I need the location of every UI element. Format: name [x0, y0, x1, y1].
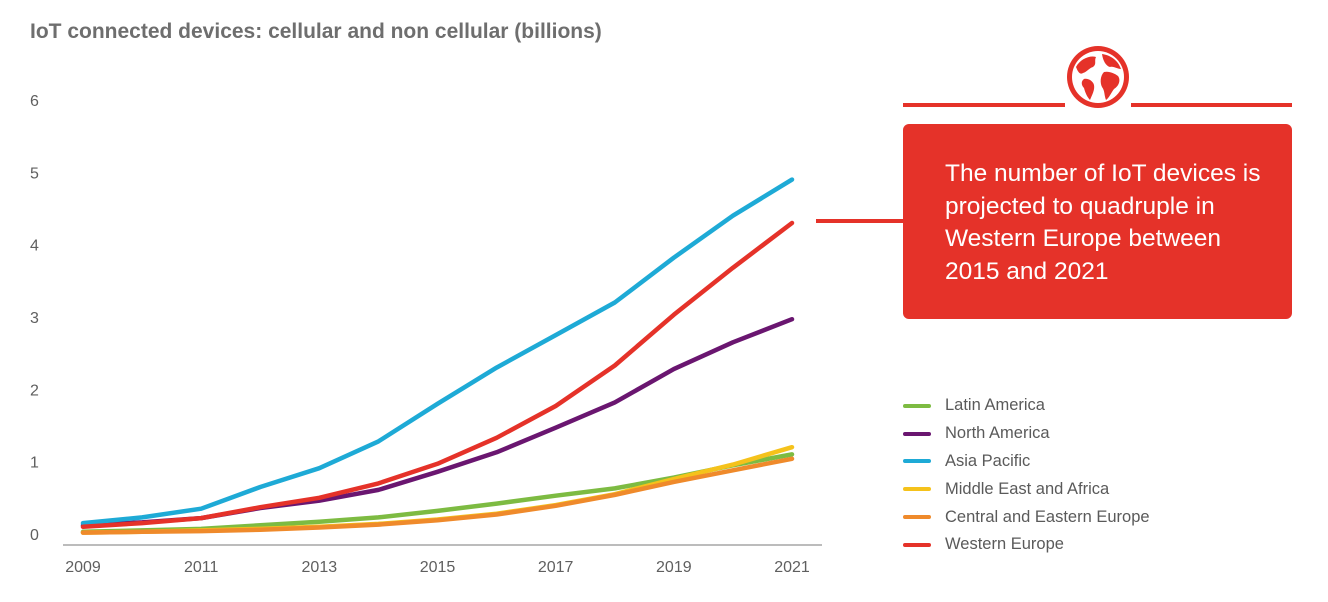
- legend-swatch: [903, 403, 931, 408]
- legend-item: Middle East and Africa: [903, 475, 1150, 503]
- series-lines: [80, 177, 795, 535]
- decorative-rule-right: [1131, 103, 1292, 107]
- x-tick-label: 2009: [65, 559, 101, 576]
- y-tick-label: 2: [30, 382, 39, 399]
- line-chart: 0 1 2 3 4 5 6 2009 2011 2013 2015 2017 2019 2021: [30, 93, 822, 576]
- callout-text: The number of IoT devices is projected t…: [945, 160, 1261, 285]
- legend-item: North America: [903, 420, 1150, 448]
- x-tick-label: 2021: [774, 559, 810, 576]
- x-tick-label: 2019: [656, 559, 692, 576]
- y-tick-label: 6: [30, 93, 39, 110]
- legend-item: Asia Pacific: [903, 448, 1150, 476]
- legend-item: Latin America: [903, 392, 1150, 420]
- legend-item: Western Europe: [903, 531, 1150, 559]
- legend-swatch: [903, 515, 931, 520]
- legend-swatch: [903, 542, 931, 547]
- callout-box: The number of IoT devices is projected t…: [903, 124, 1292, 319]
- x-tick-label: 2017: [538, 559, 574, 576]
- y-axis-ticks: 0 1 2 3 4 5 6: [30, 93, 39, 544]
- x-tick-label: 2015: [420, 559, 456, 576]
- series-line-central-and-eastern-europe: [80, 456, 795, 535]
- legend-swatch: [903, 431, 931, 436]
- y-tick-label: 3: [30, 310, 39, 327]
- legend-label: Asia Pacific: [945, 451, 1031, 470]
- legend-label: Middle East and Africa: [945, 479, 1110, 498]
- legend-swatch: [903, 487, 931, 492]
- legend-label: Western Europe: [945, 535, 1064, 554]
- legend-label: North America: [945, 424, 1050, 443]
- legend-item: Central and Eastern Europe: [903, 503, 1150, 531]
- y-tick-label: 4: [30, 238, 39, 255]
- y-tick-label: 5: [30, 165, 39, 182]
- callout-pointer-line: [816, 219, 904, 223]
- y-tick-label: 0: [30, 527, 39, 544]
- series-line-north-america: [80, 316, 795, 528]
- x-tick-label: 2013: [302, 559, 338, 576]
- legend: Latin America North America Asia Pacific Mi…: [903, 392, 1150, 559]
- x-tick-label: 2011: [184, 559, 219, 576]
- y-tick-label: 1: [30, 455, 39, 472]
- globe-icon: [1067, 46, 1129, 108]
- series-line-asia-pacific: [80, 177, 795, 526]
- decorative-rule-left: [903, 103, 1065, 107]
- chart-title: IoT connected devices: cellular and non …: [30, 20, 602, 43]
- legend-label: Central and Eastern Europe: [945, 507, 1150, 526]
- series-line-western-europe: [80, 220, 795, 530]
- legend-label: Latin America: [945, 396, 1045, 415]
- x-axis-ticks: 2009 2011 2013 2015 2017 2019 2021: [65, 559, 810, 576]
- legend-swatch: [903, 459, 931, 464]
